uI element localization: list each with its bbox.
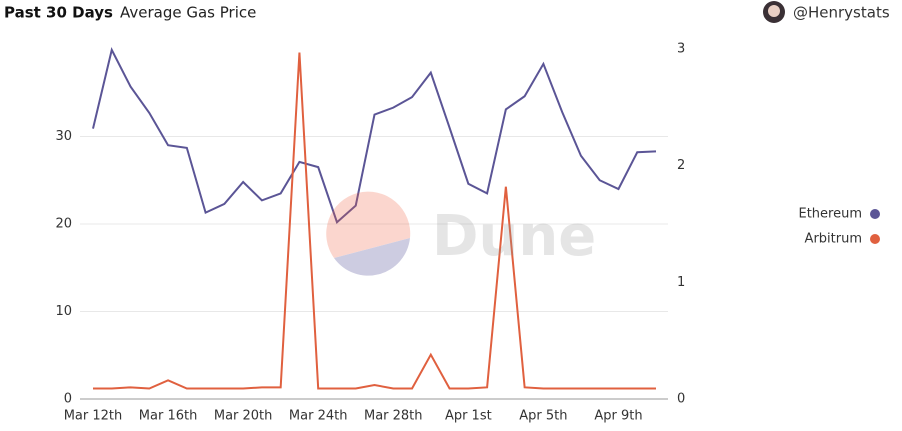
- x-tick-label: Apr 9th: [594, 409, 642, 424]
- avatar-face: [768, 5, 780, 17]
- y-tick-label: 0: [64, 392, 72, 407]
- x-tick-label: Apr 5th: [519, 409, 567, 424]
- title: Past 30 Days: [4, 4, 113, 22]
- series-line: [92, 47, 657, 224]
- y2-tick-label: 1: [677, 275, 685, 290]
- watermark-logo: [334, 238, 410, 276]
- y2-tick-label: 0: [677, 392, 685, 407]
- watermark-text: Dune: [432, 204, 596, 269]
- legend-label: Arbitrum: [805, 232, 862, 247]
- legend-label: Ethereum: [798, 207, 862, 222]
- x-tick-label: Mar 16th: [139, 409, 198, 424]
- series-line: [93, 52, 656, 390]
- watermark-logo: [326, 191, 411, 258]
- legend-marker: [870, 234, 880, 244]
- watermark: Dune: [326, 191, 596, 276]
- x-tick-label: Mar 28th: [364, 409, 423, 424]
- username: @Henrystats: [793, 4, 890, 22]
- x-tick-label: Mar 12th: [64, 409, 123, 424]
- y2-tick-label: 3: [677, 42, 685, 57]
- x-tick-label: Mar 24th: [289, 409, 348, 424]
- y-tick-label: 10: [55, 304, 72, 319]
- y-tick-label: 20: [55, 217, 72, 232]
- y2-tick-label: 2: [677, 158, 685, 173]
- y-tick-label: 30: [55, 129, 72, 144]
- legend-marker: [870, 209, 880, 219]
- subtitle: Average Gas Price: [120, 4, 256, 22]
- x-tick-label: Apr 1st: [445, 409, 492, 424]
- x-tick-label: Mar 20th: [214, 409, 273, 424]
